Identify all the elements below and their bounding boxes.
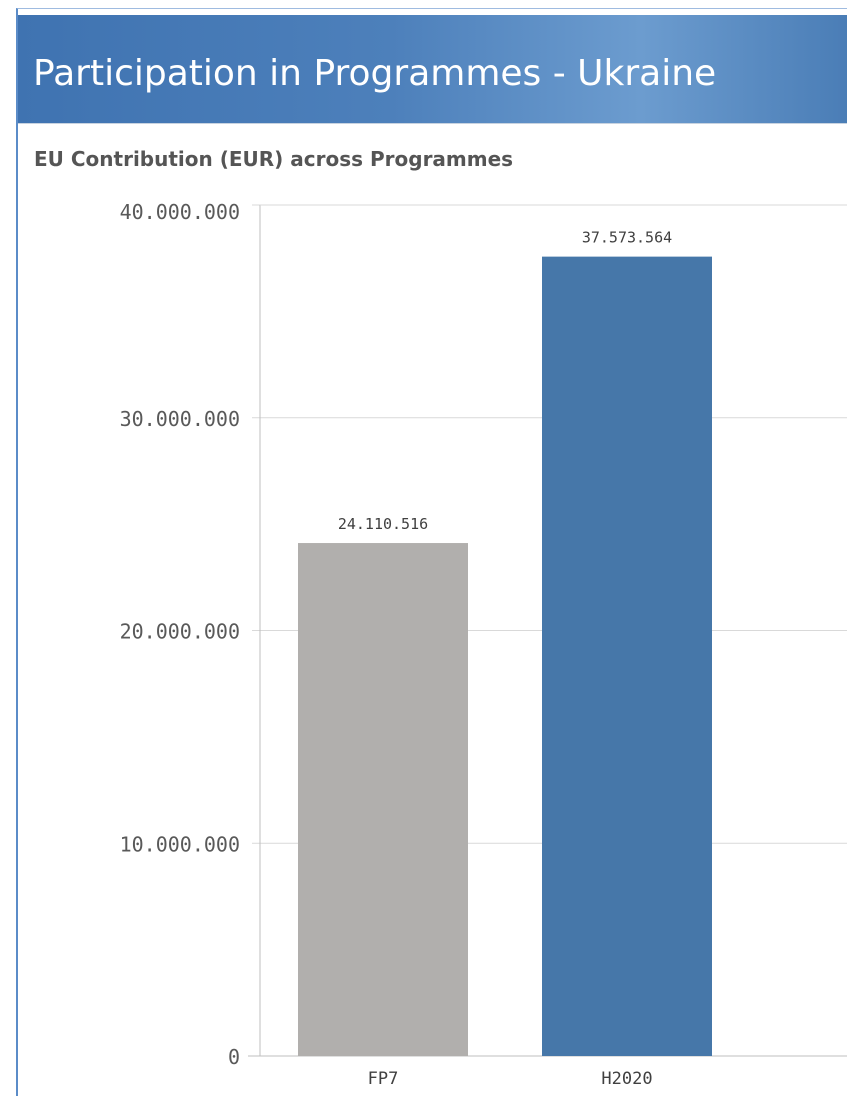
bar-fp7[interactable]: [298, 543, 468, 1056]
y-tick-label: 30.000.000: [120, 407, 240, 431]
y-tick-label: 10.000.000: [120, 832, 240, 856]
x-tick-label: FP7: [368, 1069, 399, 1089]
chart-panel: Participation in Programmes - Ukraine EU…: [16, 8, 847, 1096]
bar-value-label: 37.573.564: [582, 229, 672, 247]
y-tick-label: 20.000.000: [120, 620, 240, 644]
chart-subtitle: EU Contribution (EUR) across Programmes: [34, 147, 514, 171]
page-title: Participation in Programmes - Ukraine: [33, 53, 717, 94]
bar-value-label: 24.110.516: [338, 515, 428, 533]
page-banner: Participation in Programmes - Ukraine: [18, 15, 847, 124]
x-tick-label: H2020: [601, 1069, 652, 1089]
bar-chart: 0 10.000.000 20.000.000 30.000.000 40.000.00…: [120, 200, 847, 1089]
bar-h2020[interactable]: [542, 256, 712, 1056]
y-tick-label: 0: [228, 1045, 240, 1069]
y-tick-label: 40.000.000: [120, 200, 240, 224]
